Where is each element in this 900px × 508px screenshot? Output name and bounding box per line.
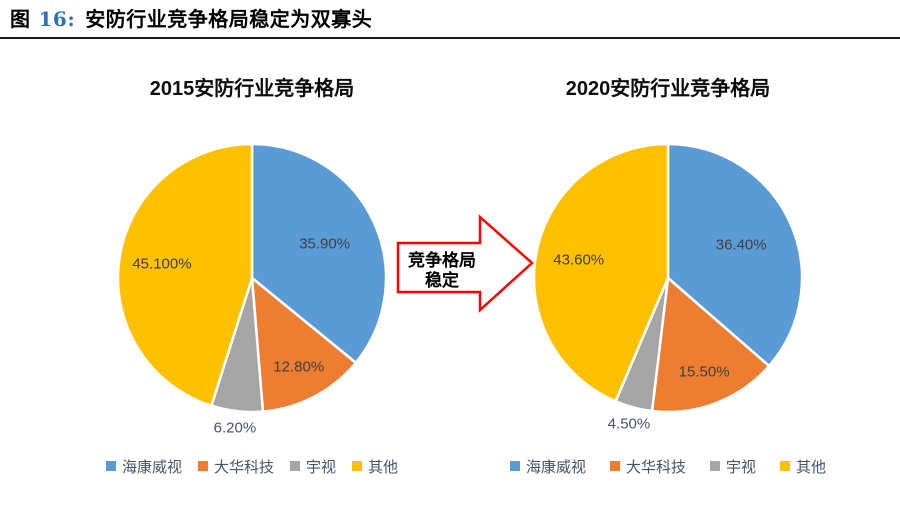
legend-marker-icon — [105, 461, 116, 471]
legend-marker-icon — [509, 461, 520, 471]
transition-arrow-line1: 竞争格局 — [408, 251, 476, 270]
transition-arrow-line2: 稳定 — [425, 271, 459, 290]
legend-item-其他: 其他 — [780, 456, 826, 477]
data-label-宇视: 4.50% — [607, 415, 651, 433]
transition-arrow-text: 竞争格局 稳定 — [398, 251, 486, 291]
pie-slice-其他 — [532, 142, 670, 403]
pie-chart-2015 — [116, 142, 388, 414]
legend-item-海康威视: 海康威视 — [509, 456, 586, 477]
legend-marker-icon — [609, 461, 620, 471]
figure-label: 图 — [10, 7, 31, 31]
transition-arrow-shape — [396, 214, 534, 313]
data-label-大华科技: 12.80% — [273, 358, 325, 376]
legend-2015: 海康威视 大华科技 宇视 其他 — [62, 452, 442, 480]
legend-label: 大华科技 — [213, 458, 274, 476]
legend-item-宇视: 宇视 — [710, 456, 756, 477]
header-divider — [0, 37, 900, 39]
legend-label: 宇视 — [306, 458, 337, 476]
pie-slice-其他 — [116, 142, 254, 407]
legend-2020: 海康威视 大华科技 宇视 其他 — [478, 452, 858, 480]
pie-slice-海康威视 — [666, 142, 804, 368]
chart-title-2020: 2020安防行业竞争格局 — [565, 78, 771, 100]
legend-label: 其他 — [796, 458, 827, 476]
data-label-宇视: 6.20% — [213, 419, 257, 437]
data-label-大华科技: 15.50% — [678, 363, 730, 381]
legend-item-海康威视: 海康威视 — [105, 456, 182, 477]
data-label-海康威视: 35.90% — [299, 235, 351, 253]
legend-item-大华科技: 大华科技 — [609, 456, 686, 477]
legend-item-宇视: 宇视 — [290, 456, 336, 477]
chart-title-2015: 2015安防行业竞争格局 — [149, 78, 355, 100]
legend-marker-icon — [290, 461, 300, 471]
transition-arrow — [396, 214, 534, 313]
legend-marker-icon — [352, 461, 363, 471]
legend-marker-icon — [197, 461, 208, 471]
pie-slice-大华科技 — [650, 276, 771, 414]
legend-marker-icon — [710, 461, 720, 471]
figure-title: 安防行业竞争格局稳定为双寡头 — [85, 7, 373, 31]
data-label-其他: 45.100% — [132, 255, 192, 273]
legend-label: 其他 — [368, 458, 399, 476]
data-label-其他: 43.60% — [553, 251, 605, 269]
pie-slice-海康威视 — [250, 142, 388, 365]
legend-label: 宇视 — [726, 458, 757, 476]
pie-slice-大华科技 — [250, 276, 358, 413]
legend-label: 海康威视 — [525, 458, 586, 476]
pie-chart-2020 — [532, 142, 804, 414]
figure-header: 图 16: 安防行业竞争格局稳定为双寡头 — [10, 3, 372, 35]
legend-item-其他: 其他 — [352, 456, 398, 477]
legend-label: 大华科技 — [625, 458, 686, 476]
data-label-海康威视: 36.40% — [715, 236, 767, 254]
legend-item-大华科技: 大华科技 — [197, 456, 274, 477]
figure-number: 16: — [38, 7, 76, 31]
legend-marker-icon — [780, 461, 791, 471]
legend-label: 海康威视 — [121, 458, 182, 476]
